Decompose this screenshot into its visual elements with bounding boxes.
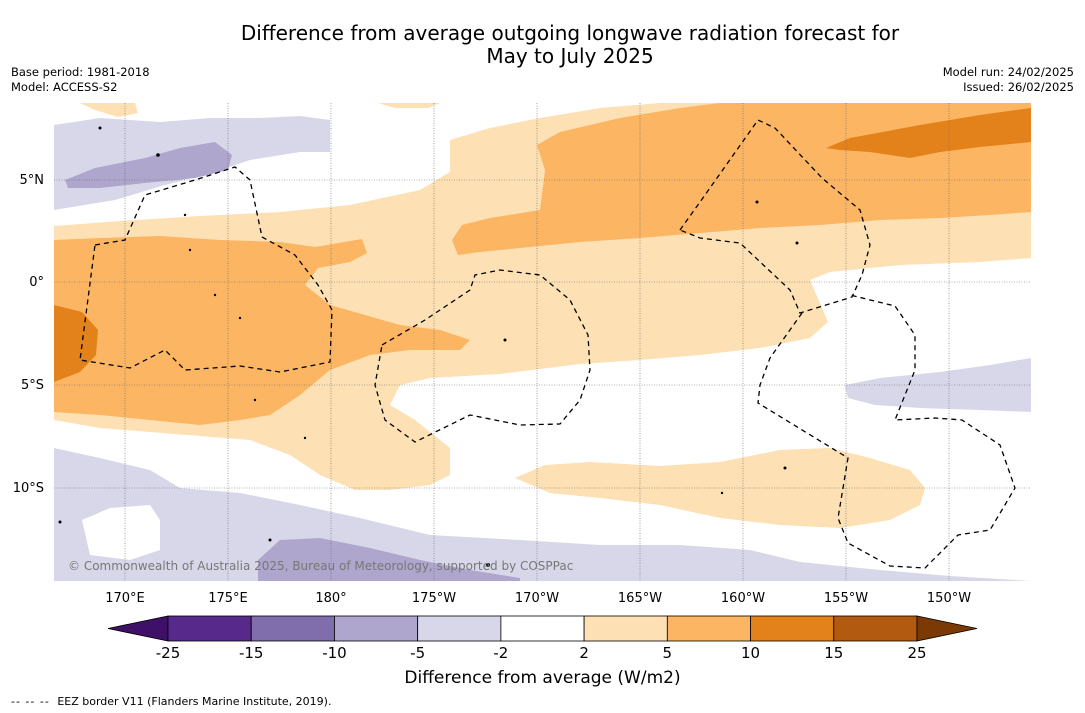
colorbar-segment (666, 615, 751, 642)
island-markers (58, 126, 799, 567)
anomaly-region-pos-weak (80, 103, 138, 117)
longitude-labels: 170°E 175°E 180° 175°W 170°W 165°W 160°W… (105, 591, 971, 606)
model-name: Model: ACCESS-S2 (11, 80, 118, 94)
lat-label: 10°S (13, 481, 44, 496)
island (795, 241, 799, 245)
latitude-labels: 5°N 0° 5°S 10°S (13, 173, 44, 496)
anomaly-region-neg-moderate (65, 142, 232, 188)
island (720, 491, 724, 495)
eez-border (757, 294, 1016, 569)
eez-dash-symbol: -- -- -- (11, 695, 50, 708)
island (183, 213, 187, 217)
island (58, 520, 62, 524)
eez-border (374, 269, 591, 443)
model-run: Model run: 24/02/2025 (942, 65, 1074, 79)
colorbar-segment (250, 615, 335, 642)
eez-source-text: EEZ border V11 (Flanders Marine Institut… (57, 695, 332, 708)
colorbar-segment (583, 615, 668, 642)
lon-label: 175°E (208, 591, 248, 606)
island (98, 126, 102, 130)
lon-label: 180° (315, 591, 346, 606)
lon-label: 165°W (618, 591, 662, 606)
island (253, 398, 257, 402)
lon-label: 155°W (824, 591, 868, 606)
lat-label: 0° (29, 275, 44, 290)
colorbar-tick-label: 5 (663, 644, 673, 662)
colorbar-tick-label: -5 (410, 644, 425, 662)
lon-label: 175°W (412, 591, 456, 606)
colorbar-tick-label: -10 (322, 644, 347, 662)
colorbar: -25 -15 -10 -5 -2 2 5 10 15 25 (107, 615, 978, 662)
meta-right: Model run: 24/02/2025 Issued: 26/02/2025 (943, 65, 1074, 95)
colorbar-extend-min (107, 615, 169, 642)
colorbar-tick-label: -15 (239, 644, 264, 662)
colorbar-segment (167, 615, 252, 642)
colorbar-label: Difference from average (W/m2) (404, 668, 681, 688)
island (188, 248, 192, 252)
issued-date: Issued: 26/02/2025 (963, 80, 1074, 94)
lon-label: 170°W (515, 591, 559, 606)
footer-legend: -- -- -- EEZ border V11 (Flanders Marine… (11, 695, 331, 708)
island (238, 316, 242, 320)
base-period: Base period: 1981-2018 (11, 65, 150, 79)
anomaly-region-neg-moderate (258, 538, 520, 581)
anomaly-region-pos-weak (378, 103, 440, 108)
eez-border (678, 119, 871, 314)
copyright-notice: © Commonwealth of Australia 2025, Bureau… (68, 559, 573, 573)
island (783, 466, 787, 470)
anomaly-region-pos-moderate (54, 236, 470, 425)
island (303, 436, 307, 440)
eez-borders (79, 119, 1016, 569)
colorbar-tick-label: 25 (907, 644, 926, 662)
island (156, 153, 160, 157)
lon-label: 160°W (721, 591, 765, 606)
lat-label: 5°S (21, 378, 44, 393)
colorbar-segment (417, 615, 502, 642)
map-panel: © Commonwealth of Australia 2025, Bureau… (54, 103, 1031, 581)
colorbar-tick-label: 10 (741, 644, 760, 662)
anomaly-region-pos-strong (826, 108, 1031, 158)
anomaly-region-neg-weak (845, 358, 1031, 412)
eez-border (79, 166, 333, 373)
colorbar-extend-max (916, 615, 978, 642)
island (268, 538, 272, 542)
colorbar-tick-label: 15 (824, 644, 843, 662)
title-line-2: May to July 2025 (486, 44, 654, 68)
colorbar-tick-label: -2 (493, 644, 508, 662)
colorbar-tick-label: -25 (156, 644, 181, 662)
lat-label: 5°N (20, 173, 45, 188)
title-line-1: Difference from average outgoing longwav… (240, 21, 900, 45)
anomaly-region-pos-strong (54, 305, 98, 382)
lon-label: 170°E (105, 591, 145, 606)
lon-label: 150°W (927, 591, 971, 606)
island (503, 338, 507, 342)
gridlines (54, 103, 1031, 581)
island (486, 563, 490, 567)
map-title: Difference from average outgoing longwav… (0, 22, 1085, 68)
colorbar-tick-label: 2 (579, 644, 589, 662)
island (213, 293, 217, 297)
colorbar-segment (500, 615, 585, 642)
colorbar-segment (833, 615, 918, 642)
meta-left: Base period: 1981-2018 Model: ACCESS-S2 (11, 65, 150, 95)
island (755, 200, 759, 204)
colorbar-segment (750, 615, 835, 642)
colorbar-segment (334, 615, 419, 642)
white-gap (82, 505, 160, 560)
